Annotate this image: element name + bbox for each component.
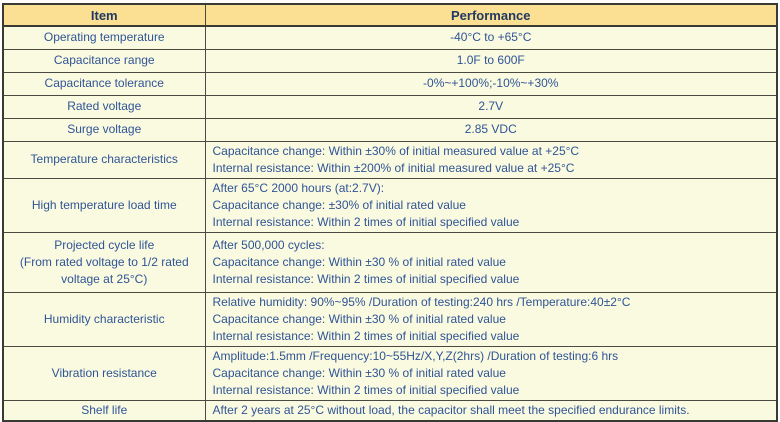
item-label: Shelf life — [2, 399, 206, 422]
performance-value: Capacitance change: Within ±30% of initi… — [204, 140, 778, 179]
row-vibration-resistance: Vibration resistance Amplitude:1.5mm /Fr… — [2, 345, 778, 401]
row-projected-cycle-life: Projected cycle life (From rated voltage… — [2, 231, 778, 293]
row-high-temperature-load-time: High temperature load time After 65°C 20… — [2, 177, 778, 233]
performance-value: 1.0F to 600F — [204, 48, 778, 73]
performance-value: After 65°C 2000 hours (at:2.7V): Capacit… — [204, 177, 778, 233]
header-item: Item — [2, 3, 206, 27]
item-label: Vibration resistance — [2, 345, 206, 401]
row-rated-voltage: Rated voltage 2.7V — [2, 94, 778, 119]
item-label: Surge voltage — [2, 117, 206, 142]
row-temperature-characteristics: Temperature characteristics Capacitance … — [2, 140, 778, 179]
item-label: Operating temperature — [2, 25, 206, 50]
performance-value: Relative humidity: 90%~95% /Duration of … — [204, 291, 778, 347]
item-label: High temperature load time — [2, 177, 206, 233]
item-label: Capacitance range — [2, 48, 206, 73]
capacitor-spec-table: Item Performance Operating temperature -… — [2, 3, 778, 422]
performance-value: Amplitude:1.5mm /Frequency:10~55Hz/X,Y,Z… — [204, 345, 778, 401]
row-operating-temperature: Operating temperature -40°C to +65°C — [2, 25, 778, 50]
item-label: Humidity characteristic — [2, 291, 206, 347]
performance-value: After 500,000 cycles: Capacitance change… — [204, 231, 778, 293]
item-label: Projected cycle life (From rated voltage… — [2, 231, 206, 293]
performance-value: -0%~+100%;-10%~+30% — [204, 71, 778, 96]
performance-value: After 2 years at 25°C without load, the … — [204, 399, 778, 422]
performance-value: 2.85 VDC — [204, 117, 778, 142]
item-label: Temperature characteristics — [2, 140, 206, 179]
row-shelf-life: Shelf life After 2 years at 25°C without… — [2, 399, 778, 422]
item-label: Rated voltage — [2, 94, 206, 119]
item-label: Capacitance tolerance — [2, 71, 206, 96]
spec-table-container: Item Performance Operating temperature -… — [2, 3, 778, 422]
header-row: Item Performance — [2, 3, 778, 27]
performance-value: -40°C to +65°C — [204, 25, 778, 50]
header-performance: Performance — [204, 3, 778, 27]
performance-value: 2.7V — [204, 94, 778, 119]
row-capacitance-range: Capacitance range 1.0F to 600F — [2, 48, 778, 73]
row-capacitance-tolerance: Capacitance tolerance -0%~+100%;-10%~+30… — [2, 71, 778, 96]
row-surge-voltage: Surge voltage 2.85 VDC — [2, 117, 778, 142]
row-humidity-characteristic: Humidity characteristic Relative humidit… — [2, 291, 778, 347]
